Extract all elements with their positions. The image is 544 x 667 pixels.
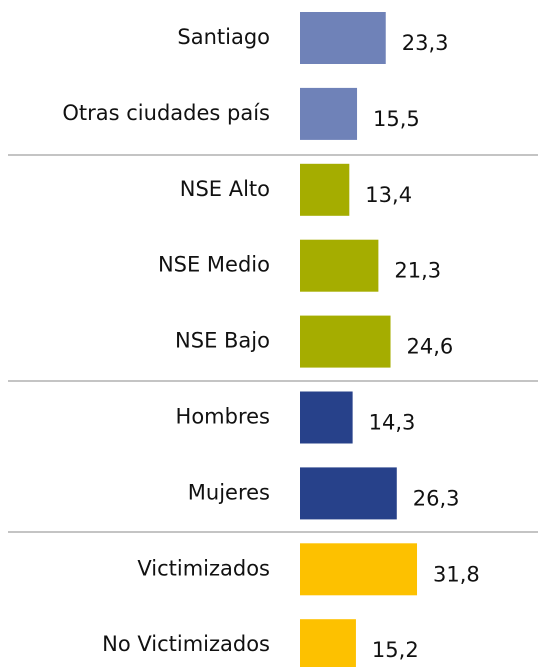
bar (300, 315, 391, 368)
bar (300, 12, 386, 64)
bar (300, 391, 353, 444)
bar (300, 87, 358, 140)
value-label: 23,3 (402, 31, 449, 55)
bar (300, 543, 418, 596)
value-label: 14,3 (369, 411, 416, 435)
bar (300, 619, 356, 667)
bar (300, 163, 350, 216)
bar (300, 467, 397, 520)
category-label: NSE Alto (180, 177, 270, 201)
category-label: Mujeres (188, 480, 270, 504)
category-label: Santiago (177, 25, 270, 49)
value-label: 26,3 (413, 486, 460, 510)
category-label: No Victimizados (102, 632, 270, 656)
category-label: NSE Medio (158, 253, 270, 277)
category-label: Hombres (176, 405, 270, 429)
value-label: 15,5 (373, 107, 420, 131)
value-label: 21,3 (394, 259, 441, 283)
bar (300, 239, 379, 292)
category-label: NSE Bajo (175, 329, 270, 353)
value-label: 31,8 (433, 562, 480, 586)
category-label: Victimizados (137, 556, 270, 580)
value-label: 24,6 (407, 335, 454, 359)
value-label: 15,2 (372, 638, 419, 662)
category-label: Otras ciudades país (62, 101, 270, 125)
value-label: 13,4 (365, 183, 412, 207)
